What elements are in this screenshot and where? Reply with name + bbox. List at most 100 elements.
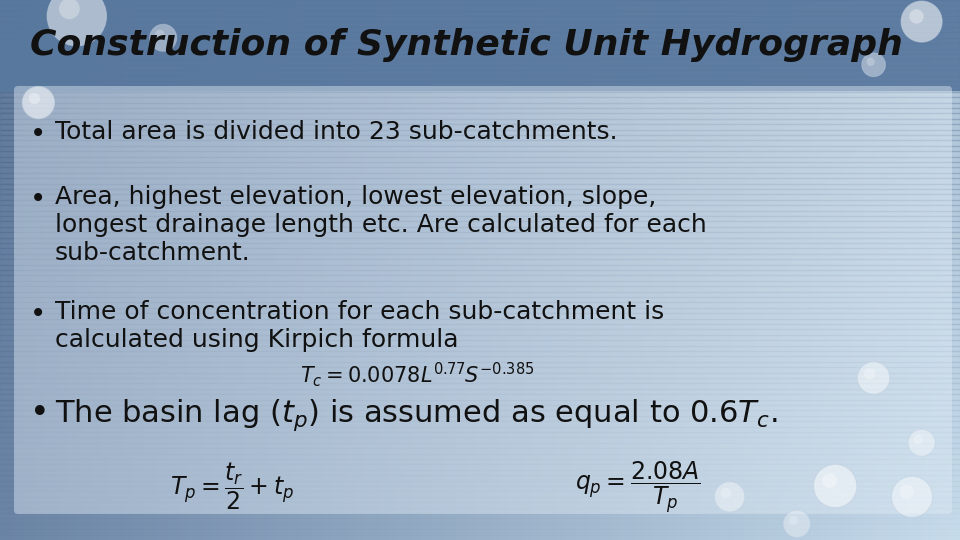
Bar: [0, 243, 960, 248]
Bar: [850, 0, 854, 540]
Bar: [158, 0, 163, 540]
Bar: [398, 0, 403, 540]
Bar: [0, 281, 960, 286]
Bar: [139, 0, 144, 540]
Bar: [0, 286, 960, 292]
Bar: [0, 140, 960, 146]
Bar: [379, 0, 384, 540]
Bar: [730, 0, 734, 540]
Bar: [744, 0, 749, 540]
Bar: [101, 0, 106, 540]
Circle shape: [721, 488, 732, 498]
Circle shape: [900, 484, 914, 499]
Bar: [302, 0, 307, 540]
Bar: [590, 0, 595, 540]
Bar: [0, 518, 960, 524]
Bar: [192, 0, 197, 540]
Bar: [120, 0, 125, 540]
Bar: [845, 0, 850, 540]
Bar: [466, 0, 470, 540]
Circle shape: [901, 1, 942, 42]
Bar: [931, 0, 936, 540]
Circle shape: [22, 86, 55, 119]
Bar: [830, 0, 835, 540]
Bar: [331, 0, 336, 540]
Bar: [0, 324, 960, 329]
Bar: [0, 319, 960, 324]
Bar: [0, 356, 960, 362]
Text: $T_p = \dfrac{t_r}{2} + t_p$: $T_p = \dfrac{t_r}{2} + t_p$: [170, 460, 295, 511]
Bar: [514, 0, 518, 540]
Bar: [0, 367, 960, 373]
Bar: [518, 0, 523, 540]
Text: The basin lag ($t_p$) is assumed as equal to $0.6T_c$.: The basin lag ($t_p$) is assumed as equa…: [55, 397, 778, 433]
Bar: [254, 0, 259, 540]
Bar: [667, 0, 672, 540]
Bar: [0, 130, 960, 135]
Text: Construction of Synthetic Unit Hydrograph: Construction of Synthetic Unit Hydrograp…: [30, 28, 902, 62]
Bar: [298, 0, 302, 540]
Circle shape: [823, 473, 837, 488]
Bar: [245, 0, 250, 540]
Bar: [0, 178, 960, 184]
Bar: [211, 0, 216, 540]
Text: longest drainage length etc. Are calculated for each: longest drainage length etc. Are calcula…: [55, 213, 707, 237]
Bar: [82, 0, 86, 540]
Bar: [571, 0, 576, 540]
Bar: [638, 0, 643, 540]
Bar: [557, 0, 562, 540]
Text: Total area is divided into 23 sub-catchments.: Total area is divided into 23 sub-catchm…: [55, 120, 617, 144]
Bar: [614, 0, 619, 540]
Bar: [538, 0, 542, 540]
Bar: [350, 0, 355, 540]
Bar: [595, 0, 600, 540]
Bar: [802, 0, 806, 540]
Bar: [0, 11, 960, 16]
Bar: [950, 0, 955, 540]
Bar: [0, 108, 960, 113]
Bar: [917, 0, 922, 540]
Circle shape: [909, 9, 924, 24]
Bar: [787, 0, 792, 540]
Bar: [0, 394, 960, 400]
Bar: [34, 0, 38, 540]
Bar: [874, 0, 878, 540]
Bar: [0, 205, 960, 211]
Bar: [610, 0, 614, 540]
Bar: [701, 0, 706, 540]
Circle shape: [892, 476, 932, 517]
Bar: [19, 0, 24, 540]
Bar: [206, 0, 211, 540]
Circle shape: [814, 464, 857, 508]
Bar: [883, 0, 888, 540]
Bar: [317, 0, 322, 540]
Bar: [749, 0, 754, 540]
Bar: [326, 0, 331, 540]
Bar: [221, 0, 226, 540]
Bar: [0, 32, 960, 38]
Bar: [566, 0, 571, 540]
Bar: [240, 0, 245, 540]
Bar: [782, 0, 787, 540]
Bar: [0, 481, 960, 486]
Bar: [0, 340, 960, 346]
Bar: [230, 0, 235, 540]
Bar: [197, 0, 202, 540]
Bar: [384, 0, 389, 540]
Bar: [0, 248, 960, 254]
Bar: [600, 0, 605, 540]
Bar: [144, 0, 149, 540]
Bar: [14, 0, 19, 540]
Bar: [24, 0, 29, 540]
Bar: [0, 119, 960, 124]
Bar: [0, 70, 960, 76]
Bar: [936, 0, 941, 540]
Bar: [605, 0, 610, 540]
Bar: [686, 0, 691, 540]
Bar: [0, 400, 960, 405]
Circle shape: [862, 53, 885, 77]
Bar: [264, 0, 269, 540]
Bar: [662, 0, 667, 540]
Bar: [0, 173, 960, 178]
Bar: [355, 0, 360, 540]
